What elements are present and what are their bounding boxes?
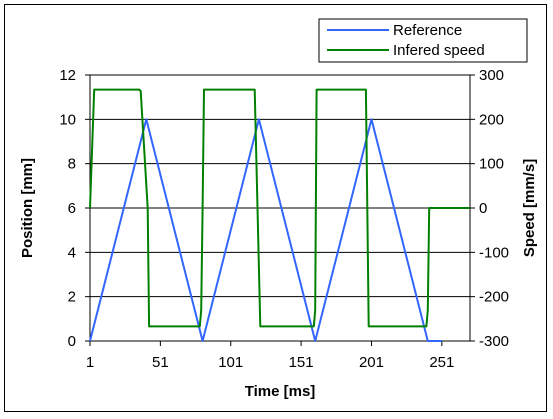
y2-tick-label: 300 <box>479 67 504 84</box>
y2-tick-label: -300 <box>479 333 509 350</box>
y2-tick-label: -100 <box>479 244 509 261</box>
y2-tick-label: 100 <box>479 156 504 173</box>
y-tick-label: 2 <box>68 289 76 306</box>
series-line-reference <box>89 118 442 342</box>
x-tick-label: 201 <box>359 354 384 371</box>
y2-tick-label: 0 <box>479 200 487 217</box>
y-axis-right: -300 -200 -100 0 100 200 300 <box>470 67 509 350</box>
y-tick-label: 10 <box>59 111 76 128</box>
y2-tick-label: -200 <box>479 289 509 306</box>
y-tick-label: 12 <box>59 67 76 84</box>
y-axis-left: 0 2 4 6 8 10 12 <box>59 67 90 350</box>
y-tick-label: 0 <box>68 333 76 350</box>
series-layer <box>89 88 470 342</box>
y-axis-title: Position [mm] <box>19 158 36 258</box>
x-tick-label: 51 <box>152 354 169 371</box>
legend-box <box>318 18 528 63</box>
x-tick-label: 1 <box>86 354 94 371</box>
x-tick-label: 101 <box>218 354 243 371</box>
x-axis: 1 51 101 151 201 251 <box>86 341 454 371</box>
y2-tick-label: 200 <box>479 111 504 128</box>
series-line-infered-speed <box>89 88 470 328</box>
y-tick-label: 6 <box>68 200 76 217</box>
y2-axis-title: Speed [mm/s] <box>521 159 538 257</box>
legend: Reference Infered speed <box>318 18 528 63</box>
legend-entry-infered-speed: Infered speed <box>393 42 485 59</box>
x-axis-title: Time [ms] <box>245 383 316 400</box>
y-tick-label: 4 <box>68 244 76 261</box>
x-tick-label: 151 <box>289 354 314 371</box>
y-tick-label: 8 <box>68 156 76 173</box>
x-tick-label: 251 <box>429 354 454 371</box>
legend-entry-reference: Reference <box>393 22 462 39</box>
gridlines <box>90 74 470 298</box>
